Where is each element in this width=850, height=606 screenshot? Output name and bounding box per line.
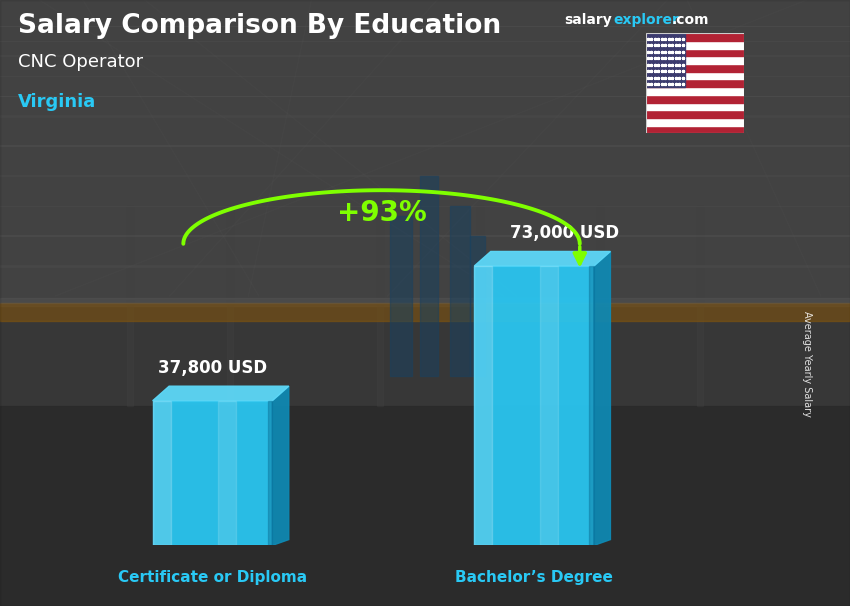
Text: salary: salary — [564, 13, 612, 27]
Text: +93%: +93% — [337, 199, 427, 227]
Polygon shape — [540, 266, 558, 545]
Bar — [390, 216, 412, 376]
Bar — [377, 206, 383, 406]
Bar — [420, 176, 438, 376]
Polygon shape — [272, 386, 289, 545]
Polygon shape — [589, 266, 594, 545]
Text: Average Yearly Salary: Average Yearly Salary — [802, 311, 813, 416]
Text: CNC Operator: CNC Operator — [18, 53, 143, 71]
Bar — [646, 33, 685, 87]
Bar — [646, 87, 744, 95]
Bar — [646, 102, 744, 110]
Polygon shape — [474, 266, 594, 545]
Bar — [470, 236, 485, 376]
Bar — [597, 206, 603, 406]
Bar — [646, 125, 744, 133]
Text: Salary Comparison By Education: Salary Comparison By Education — [18, 13, 502, 39]
Bar — [646, 41, 744, 48]
Text: Virginia: Virginia — [18, 93, 96, 112]
Bar — [646, 95, 744, 102]
Bar — [646, 118, 744, 125]
Polygon shape — [218, 401, 236, 545]
Bar — [0, 298, 850, 303]
Bar — [646, 64, 744, 72]
Bar — [450, 206, 470, 376]
Bar — [646, 72, 744, 79]
Bar — [646, 48, 744, 56]
Polygon shape — [474, 251, 610, 266]
Bar — [227, 206, 233, 406]
Bar — [477, 206, 483, 406]
Bar — [127, 206, 133, 406]
Text: .com: .com — [672, 13, 710, 27]
Polygon shape — [153, 386, 289, 401]
Bar — [697, 206, 703, 406]
Text: explorer: explorer — [613, 13, 679, 27]
Text: 73,000 USD: 73,000 USD — [510, 224, 620, 242]
Bar — [646, 110, 744, 118]
Polygon shape — [474, 266, 492, 545]
Polygon shape — [153, 401, 272, 545]
Polygon shape — [594, 251, 610, 545]
Text: Certificate or Diploma: Certificate or Diploma — [118, 570, 307, 585]
Bar — [646, 33, 744, 41]
Polygon shape — [268, 401, 272, 545]
Bar — [0, 406, 850, 606]
Text: 37,800 USD: 37,800 USD — [158, 359, 267, 376]
Bar — [0, 303, 850, 321]
Bar — [646, 79, 744, 87]
Polygon shape — [153, 401, 171, 545]
Text: Bachelor’s Degree: Bachelor’s Degree — [456, 570, 613, 585]
Bar — [0, 0, 850, 306]
Bar — [646, 56, 744, 64]
